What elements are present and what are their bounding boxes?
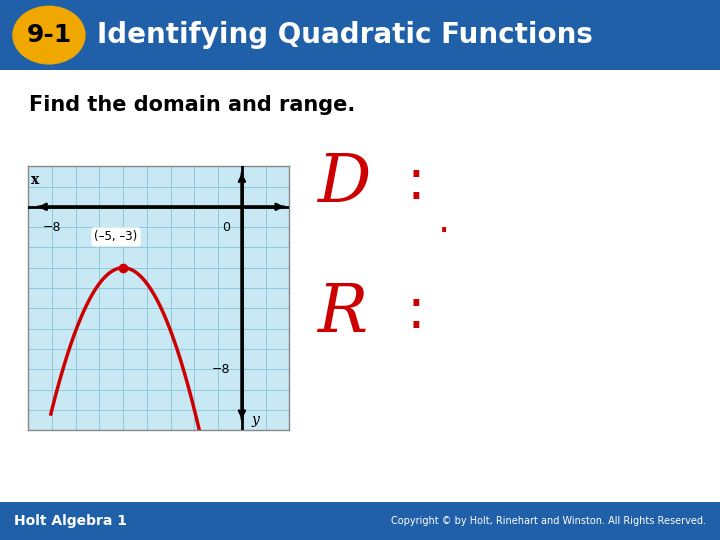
Text: Find the domain and range.: Find the domain and range. [29, 94, 355, 115]
Ellipse shape [13, 6, 85, 64]
Text: Holt Algebra 1: Holt Algebra 1 [14, 514, 127, 528]
Text: D: D [317, 151, 370, 216]
Text: −8: −8 [212, 363, 230, 376]
Text: R: R [317, 281, 367, 346]
Text: (–5, –3): (–5, –3) [94, 231, 138, 244]
Text: −8: −8 [42, 221, 61, 234]
Text: 9-1: 9-1 [27, 23, 71, 47]
Text: y: y [251, 413, 259, 427]
Text: Copyright © by Holt, Rinehart and Winston. All Rights Reserved.: Copyright © by Holt, Rinehart and Winsto… [391, 516, 706, 526]
Text: x: x [31, 172, 40, 186]
Text: Identifying Quadratic Functions: Identifying Quadratic Functions [97, 21, 593, 49]
Text: :: : [407, 157, 426, 211]
Text: .: . [438, 202, 450, 240]
Text: :: : [407, 286, 426, 340]
Text: 0: 0 [222, 221, 230, 234]
